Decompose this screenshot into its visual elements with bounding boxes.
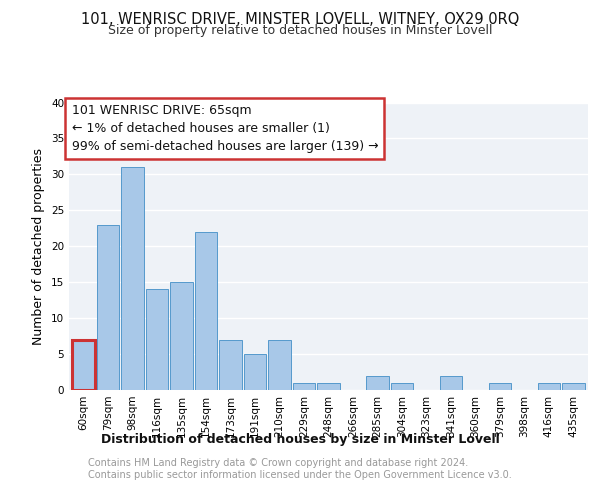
Bar <box>562 383 584 390</box>
Bar <box>293 383 315 390</box>
Bar <box>440 376 462 390</box>
Bar <box>97 224 119 390</box>
Bar <box>195 232 217 390</box>
Bar <box>146 290 169 390</box>
Bar <box>170 282 193 390</box>
Y-axis label: Number of detached properties: Number of detached properties <box>32 148 46 345</box>
Text: 101 WENRISC DRIVE: 65sqm
← 1% of detached houses are smaller (1)
99% of semi-det: 101 WENRISC DRIVE: 65sqm ← 1% of detache… <box>71 104 378 153</box>
Bar <box>268 340 291 390</box>
Bar <box>391 383 413 390</box>
Bar <box>538 383 560 390</box>
Bar <box>317 383 340 390</box>
Bar <box>220 340 242 390</box>
Bar <box>121 167 144 390</box>
Bar <box>244 354 266 390</box>
Text: Contains HM Land Registry data © Crown copyright and database right 2024.
Contai: Contains HM Land Registry data © Crown c… <box>88 458 512 480</box>
Bar <box>488 383 511 390</box>
Text: 101, WENRISC DRIVE, MINSTER LOVELL, WITNEY, OX29 0RQ: 101, WENRISC DRIVE, MINSTER LOVELL, WITN… <box>81 12 519 28</box>
Bar <box>73 340 95 390</box>
Text: Size of property relative to detached houses in Minster Lovell: Size of property relative to detached ho… <box>108 24 492 37</box>
Bar <box>366 376 389 390</box>
Text: Distribution of detached houses by size in Minster Lovell: Distribution of detached houses by size … <box>101 432 499 446</box>
